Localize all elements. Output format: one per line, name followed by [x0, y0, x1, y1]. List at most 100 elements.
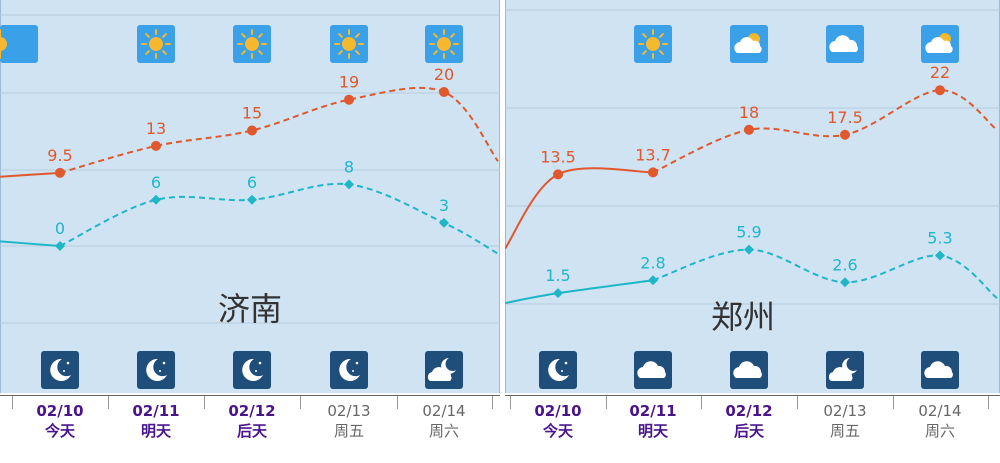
high-value-label: 15 [242, 104, 262, 123]
weekday-text: 周五 [333, 422, 364, 440]
date-label: 02/13 周五 [797, 401, 893, 441]
moon-icon [330, 351, 368, 389]
low-value-label: 5.3 [927, 229, 952, 248]
date-axis-line [0, 395, 500, 396]
date-label: 02/10 今天 [12, 401, 108, 441]
high-point [344, 94, 354, 105]
high-value-label: 13.7 [635, 145, 671, 164]
sun-icon [634, 25, 672, 63]
high-value-label: 17.5 [827, 108, 863, 127]
weekday-text: 周六 [924, 422, 955, 440]
date-text: 02/12 [725, 402, 773, 420]
date-label: 02/13 周五 [301, 401, 397, 441]
zhengzhou-forecast-panel: 13.5 13.7 18 17.5 22 1.5 2.8 5.9 2.6 5.3 郑州 02/10… [505, 0, 1000, 463]
high-point [744, 124, 754, 135]
jinan-date-axis: 02/10 今天 02/11 明天 02/12 后天 02/13 周五 02/14 周六 [0, 395, 500, 463]
weekday-text: 周五 [829, 422, 860, 440]
high-point [553, 169, 563, 180]
date-separator [108, 395, 109, 409]
date-label: 02/12 后天 [701, 401, 797, 441]
date-separator [492, 395, 493, 409]
date-separator [204, 395, 205, 409]
low-line-dashed [652, 248, 998, 299]
high-point [648, 167, 658, 178]
weekday-text: 后天 [733, 422, 764, 440]
low-point [744, 244, 754, 255]
date-separator [397, 395, 398, 409]
low-point [553, 288, 563, 299]
date-text: 02/13 [823, 402, 867, 420]
high-point [439, 87, 449, 97]
city-label: 郑州 [711, 298, 776, 336]
low-point [840, 277, 850, 288]
date-text: 02/10 [534, 402, 582, 420]
low-point [151, 194, 161, 205]
jinan-forecast-panel: 9.5 13 15 19 20 0 6 6 8 3 济南 02/10 今天 02/11 明天 02/12 后… [0, 0, 500, 463]
weekday-text: 后天 [236, 422, 267, 440]
moon-icon [539, 351, 577, 389]
sun-icon [330, 25, 368, 63]
weekday-text: 明天 [637, 422, 668, 440]
date-text: 02/11 [629, 402, 677, 420]
cloudy-moon-icon [425, 351, 463, 389]
high-value-label: 19 [339, 73, 359, 92]
low-value-label: 6 [151, 173, 161, 192]
high-line-dashed [59, 86, 499, 174]
high-value-label: 18 [739, 103, 759, 122]
date-separator [988, 395, 989, 409]
gridlines [0, 14, 500, 324]
date-separator [797, 395, 798, 409]
date-separator [893, 395, 894, 409]
high-line-dashed [652, 89, 998, 174]
date-label: 02/11 明天 [108, 401, 204, 441]
low-value-label: 1.5 [545, 266, 570, 285]
sun-icon [425, 25, 463, 63]
sun-icon [0, 25, 38, 63]
low-point [55, 241, 65, 251]
low-line-dashed [59, 182, 499, 255]
moon-icon [233, 351, 271, 389]
high-value-label: 20 [434, 65, 454, 84]
date-label: 02/14 周六 [892, 401, 988, 441]
high-value-label: 13 [146, 119, 166, 138]
high-point [151, 140, 161, 151]
date-label: 02/14 周六 [396, 401, 492, 441]
date-text: 02/11 [132, 402, 180, 420]
sun-icon [233, 25, 271, 63]
low-value-label: 8 [344, 157, 354, 176]
high-value-label: 22 [930, 63, 950, 82]
partly-cloudy-icon [921, 25, 959, 63]
weekday-text: 今天 [44, 422, 75, 440]
high-point [247, 125, 257, 136]
high-line-solid [505, 167, 654, 250]
weekday-text: 周六 [428, 422, 459, 440]
high-value-label: 9.5 [47, 146, 72, 165]
date-text: 02/12 [228, 402, 276, 420]
partly-cloudy-icon [730, 25, 768, 63]
moon-icon [41, 351, 79, 389]
date-text: 02/14 [422, 402, 466, 420]
low-value-label: 6 [247, 173, 257, 192]
zhengzhou-temperature-chart: 13.5 13.7 18 17.5 22 1.5 2.8 5.9 2.6 5.3 [505, 9, 1000, 389]
low-value-label: 2.6 [832, 255, 857, 274]
high-line-solid [0, 171, 61, 178]
date-axis-line [505, 395, 1000, 396]
high-point [840, 129, 850, 140]
low-line-solid [505, 279, 654, 305]
date-separator [701, 395, 702, 409]
low-value-label: 2.8 [640, 253, 665, 272]
cloud-icon [634, 351, 672, 389]
low-value-label: 3 [439, 196, 449, 215]
date-label: 02/11 明天 [605, 401, 701, 441]
low-line-solid [0, 240, 61, 247]
low-point [648, 275, 658, 286]
high-point [935, 85, 945, 96]
moon-icon [137, 351, 175, 389]
low-point [247, 194, 257, 205]
weekday-text: 今天 [542, 422, 573, 440]
zhengzhou-date-axis: 02/10 今天 02/11 明天 02/12 后天 02/13 周五 02/14 周六 [505, 395, 1000, 463]
cloud-icon [730, 351, 768, 389]
zhengzhou-plot-area [505, 0, 1000, 393]
low-point [439, 217, 449, 228]
date-text: 02/13 [327, 402, 371, 420]
